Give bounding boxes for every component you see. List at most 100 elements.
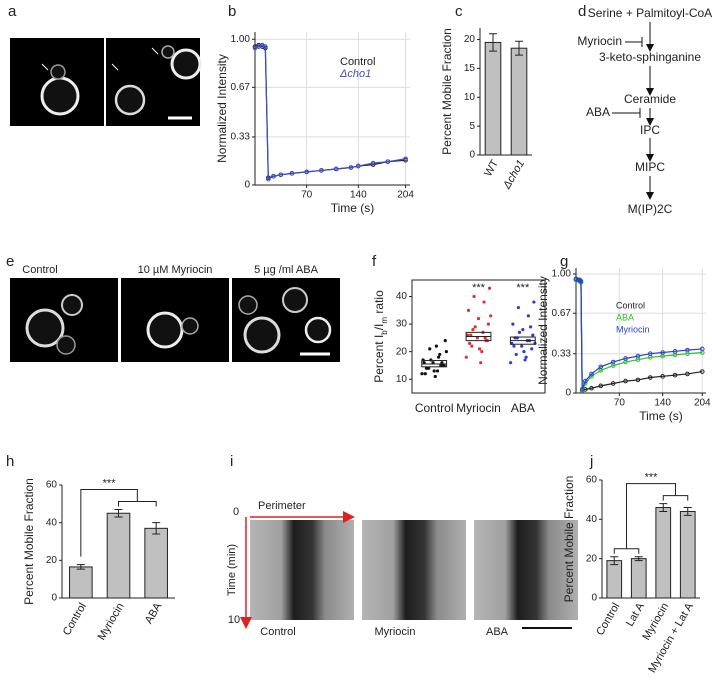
data-point <box>356 163 361 169</box>
data-point <box>530 347 534 351</box>
data-point <box>482 300 486 304</box>
legend-entry: ABA <box>616 312 634 322</box>
bracket <box>118 500 157 507</box>
series-line <box>254 44 406 181</box>
y-tick-label: 0 <box>469 150 475 161</box>
data-point <box>424 366 429 370</box>
data-point <box>610 381 616 386</box>
data-point <box>512 344 516 348</box>
data-point <box>480 350 484 354</box>
y-tick-label: 60 <box>46 480 58 491</box>
data-point <box>464 355 468 359</box>
inhibitor: ABA <box>586 105 610 119</box>
data-point <box>420 372 424 376</box>
panel-letter: c <box>455 3 463 20</box>
data-point <box>403 156 408 162</box>
data-point <box>472 294 476 299</box>
panel-letter: g <box>560 253 568 270</box>
series-line <box>575 278 703 390</box>
y-tick-label: 20 <box>464 34 476 45</box>
x-tick-label: Myriocin + Lat A <box>646 600 696 675</box>
y-tick-label: 40 <box>396 291 408 302</box>
x-tick-label: Myriocin <box>456 401 501 415</box>
x-tick-label: 70 <box>301 190 313 201</box>
plot-frame <box>411 279 546 394</box>
data-point <box>433 374 437 379</box>
data-point <box>521 328 525 332</box>
data-point <box>511 322 515 326</box>
data-point <box>526 314 530 318</box>
data-point <box>509 361 513 365</box>
error-bar <box>489 33 497 52</box>
data-point <box>256 44 261 49</box>
data-point <box>635 377 641 383</box>
data-point <box>598 383 604 389</box>
significance: *** <box>103 477 117 489</box>
x-tick-label: ABA <box>143 600 165 626</box>
data-point <box>429 358 433 362</box>
data-point <box>432 369 436 373</box>
y-tick-label: 20 <box>586 553 598 564</box>
data-point <box>483 336 487 340</box>
y-axis-label: Normalized Intensity <box>536 276 550 385</box>
significance: *** <box>645 472 659 484</box>
bracket <box>626 483 676 549</box>
y-axis-label-part: /I <box>372 324 386 331</box>
data-point <box>522 350 526 354</box>
data-point <box>470 344 474 348</box>
x-tick-label: 140 <box>654 398 671 409</box>
bar <box>679 510 696 599</box>
data-point <box>532 300 536 304</box>
bar <box>655 507 672 599</box>
data-point <box>486 322 491 326</box>
y-tick-label: 60 <box>586 475 598 486</box>
y-tick-label: 0.33 <box>231 132 251 143</box>
y-tick-label: 0.67 <box>552 308 572 319</box>
axis-label: Perimeter <box>258 500 306 512</box>
data-point <box>444 350 448 354</box>
data-point <box>489 314 493 318</box>
micrograph <box>10 38 202 126</box>
x-tick-label: Δcho1 <box>501 158 528 192</box>
data-point <box>428 347 432 351</box>
bracket <box>80 488 138 557</box>
panel-letter: j <box>589 453 593 470</box>
legend-entry: Myriocin <box>616 324 650 334</box>
x-tick-label: 70 <box>614 398 626 409</box>
data-point <box>473 325 477 329</box>
data-point <box>598 364 604 370</box>
y-axis-label-part: b <box>380 330 389 335</box>
data-point <box>252 45 258 51</box>
pathway-node: Serine + Palmitoyl-CoA <box>588 6 712 20</box>
data-point <box>523 358 527 362</box>
data-point <box>660 350 665 355</box>
pathway-node: IPC <box>640 123 660 137</box>
data-point <box>434 344 438 348</box>
panel-letter: f <box>372 253 377 270</box>
bar <box>630 558 647 599</box>
data-point <box>403 157 408 163</box>
inhibitor: Myriocin <box>577 34 622 48</box>
image-label: Myriocin <box>375 626 416 638</box>
x-tick-label: 140 <box>350 190 367 201</box>
x-axis-label: Time (s) <box>331 201 375 215</box>
legend-entry: Control <box>340 56 375 68</box>
bracket <box>613 548 640 554</box>
y-tick-label: 1.00 <box>552 269 572 280</box>
data-point <box>479 361 483 365</box>
x-tick-label: Control <box>415 401 454 415</box>
data-point <box>431 361 435 365</box>
image-label: ABA <box>486 626 509 638</box>
data-point <box>435 369 440 373</box>
error-bar <box>76 564 85 570</box>
legend-entry: Control <box>616 300 645 310</box>
data-point <box>468 341 472 345</box>
panel-letter: h <box>6 453 14 470</box>
error-bar <box>683 507 692 516</box>
error-bar <box>610 556 619 566</box>
image-label: Δcho1 <box>136 22 168 34</box>
y-tick-label: 1.00 <box>231 34 251 45</box>
data-point <box>304 169 309 175</box>
data-point <box>438 352 442 357</box>
